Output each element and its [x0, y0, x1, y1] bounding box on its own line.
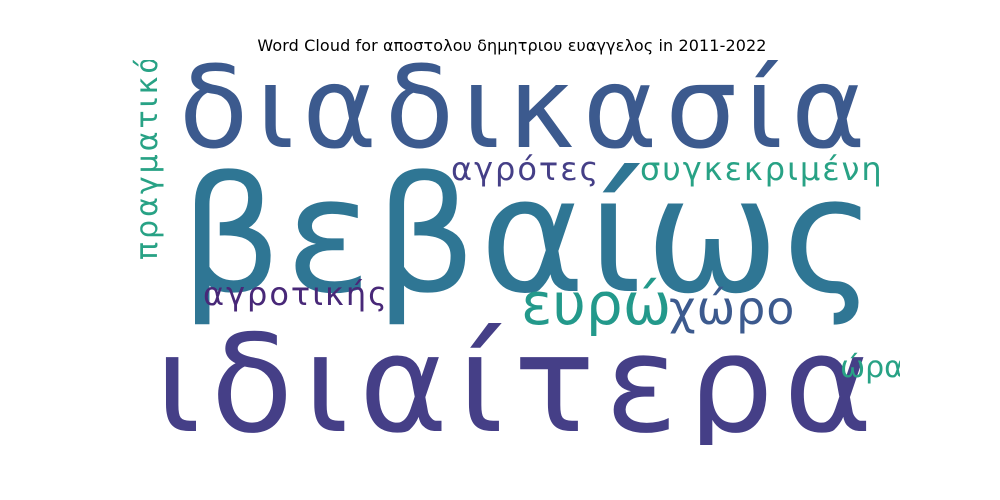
word-agrotes: αγρότες: [451, 150, 601, 188]
word-choro: χώρο: [669, 281, 796, 335]
word-ora: ώρα: [840, 350, 900, 385]
word-idiaitera: ιδιαίτερα: [155, 306, 883, 445]
word-agrotikis: αγροτικής: [203, 275, 389, 313]
word-pragmatika: πραγματικά: [130, 60, 165, 260]
word-cloud: διαδικασία βεβαίως ιδιαίτερα αγρότες συγ…: [125, 60, 900, 445]
word-evro: ευρώ: [521, 270, 672, 338]
word-vevaios: βεβαίως: [180, 142, 880, 329]
word-sygkekrimeni: συγκεκριμένη: [640, 150, 884, 188]
word-diadikasia: διαδικασία: [179, 60, 874, 174]
chart-title: Word Cloud for αποστολου δημητριου ευαγγ…: [257, 36, 767, 55]
